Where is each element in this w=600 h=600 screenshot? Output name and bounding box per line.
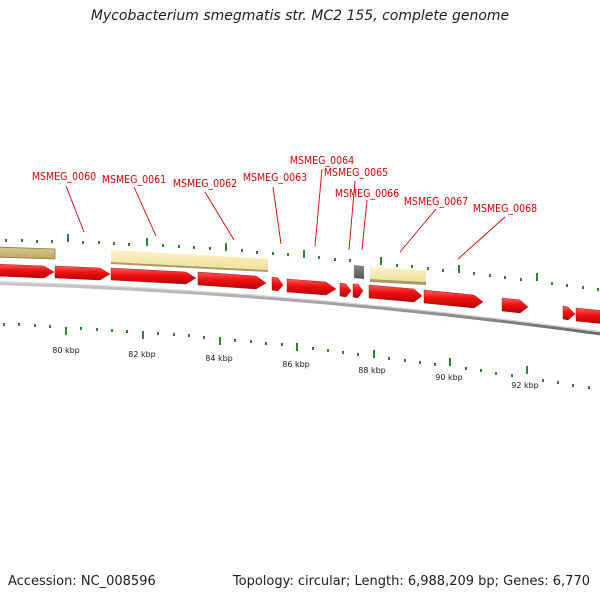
cds-arrow[interactable] [197, 271, 267, 290]
cds-arrow[interactable] [271, 276, 284, 292]
genome-title: Mycobacterium smegmatis str. MC2 155, co… [90, 8, 510, 24]
cds-arrow[interactable] [501, 297, 529, 314]
gene-labels: MSMEG_0060 MSMEG_0061 MSMEG_0062 MSMEG_0… [32, 155, 537, 215]
scale-label: 80 kbp [52, 346, 80, 355]
cds-track [0, 264, 600, 324]
gene-label-msmeg-0063[interactable]: MSMEG_0063 [243, 172, 307, 184]
gene-box[interactable] [370, 267, 426, 282]
scale-label: 84 kbp [205, 354, 233, 363]
gene-label-msmeg-0060[interactable]: MSMEG_0060 [32, 171, 96, 183]
cds-arrow[interactable] [368, 284, 423, 303]
gene-label-msmeg-0064[interactable]: MSMEG_0064 [290, 155, 354, 167]
cds-arrow[interactable] [352, 283, 364, 299]
cds-arrow[interactable] [423, 289, 484, 309]
gene-box[interactable] [354, 265, 364, 279]
outer-tick-ring [5, 234, 599, 291]
gene-label-msmeg-0061[interactable]: MSMEG_0061 [102, 174, 166, 186]
scale-label: 92 kbp [511, 381, 539, 390]
cds-arrow[interactable] [575, 307, 600, 324]
genome-backbone [0, 281, 600, 336]
inner-tick-ring [3, 323, 590, 389]
genome-summary-text: Topology: circular; Length: 6,988,209 bp… [232, 574, 590, 589]
scale-labels: 80 kbp 82 kbp 84 kbp 86 kbp 88 kbp 90 kb… [52, 346, 539, 390]
gene-label-msmeg-0066[interactable]: MSMEG_0066 [335, 188, 399, 200]
accession-text: Accession: NC_008596 [8, 574, 156, 589]
gene-label-msmeg-0067[interactable]: MSMEG_0067 [404, 196, 468, 208]
label-leaders [65, 168, 506, 260]
scale-label: 88 kbp [358, 366, 386, 375]
cds-arrow[interactable] [339, 282, 352, 298]
scale-label: 90 kbp [435, 373, 463, 382]
gene-box[interactable] [0, 246, 56, 260]
gene-label-msmeg-0068[interactable]: MSMEG_0068 [473, 203, 537, 215]
gene-label-msmeg-0065[interactable]: MSMEG_0065 [324, 167, 388, 179]
cds-arrow[interactable] [562, 305, 576, 321]
gene-label-msmeg-0062[interactable]: MSMEG_0062 [173, 178, 237, 190]
cds-arrow[interactable] [286, 278, 337, 296]
cds-arrow[interactable] [110, 267, 197, 285]
cds-arrow[interactable] [0, 264, 55, 279]
gene-box[interactable] [111, 250, 268, 270]
gene-track [0, 246, 426, 285]
scale-label: 86 kbp [282, 360, 310, 369]
cds-arrow[interactable] [54, 265, 111, 281]
scale-label: 82 kbp [128, 350, 156, 359]
